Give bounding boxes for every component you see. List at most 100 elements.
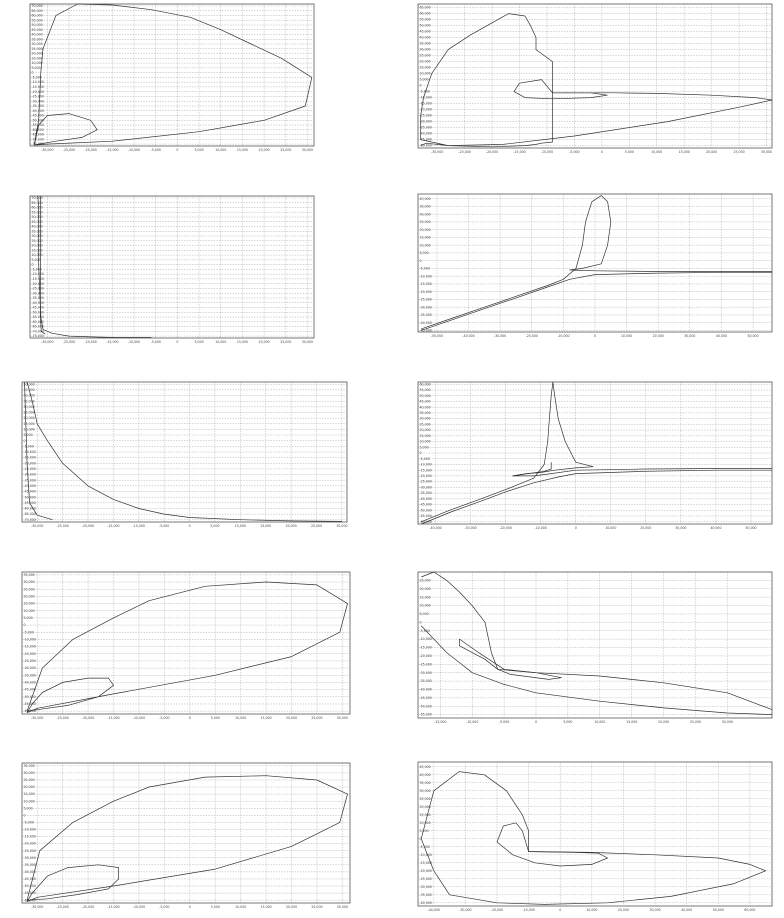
y-tick-label: -20,000 (24, 842, 36, 846)
y-tick-label: 10,000 (32, 61, 43, 65)
y-tick-label: -50,000 (420, 144, 432, 148)
series-line-1 (33, 3, 313, 146)
x-tick-label: -10,000 (133, 524, 145, 528)
x-tick-label: -25,000 (63, 340, 75, 344)
y-tick-label: 0 (24, 813, 26, 817)
x-tick-label: 25,000 (311, 524, 322, 528)
y-tick-label: 45,000 (32, 28, 43, 32)
y-tick-label: 5,000 (24, 433, 33, 437)
series-line-2 (421, 469, 772, 525)
y-tick-label: -5,000 (420, 457, 430, 461)
y-tick-label: -55,000 (420, 514, 432, 518)
x-tick-label: 40,000 (681, 908, 692, 912)
x-tick-label: -10,000 (128, 340, 140, 344)
x-tick-label: -15,000 (107, 905, 119, 909)
y-tick-label: -45,000 (24, 688, 36, 692)
y-tick-label: -40,000 (420, 688, 432, 692)
y-tick-label: 40,000 (420, 36, 431, 40)
x-tick-label: 10,000 (235, 716, 246, 720)
y-tick-label: 20,000 (420, 587, 431, 591)
y-tick-label: -30,000 (24, 666, 36, 670)
y-tick-label: 10,000 (32, 253, 43, 257)
y-tick-label: -40,000 (24, 870, 36, 874)
y-tick-label: -25,000 (32, 95, 44, 99)
x-tick-label: 25,000 (280, 340, 291, 344)
y-tick-label: -45,000 (24, 877, 36, 881)
plot-frame (21, 762, 351, 904)
x-tick-label: 10,000 (586, 908, 597, 912)
x-tick-label: -30,000 (31, 716, 43, 720)
x-tick-label: 15,000 (261, 716, 272, 720)
x-tick-label: -30,000 (494, 334, 506, 338)
y-tick-label: -40,000 (32, 301, 44, 305)
x-tick-label: 5,000 (211, 716, 220, 720)
y-tick-label: -40,000 (420, 901, 432, 905)
y-tick-label: 35,000 (32, 37, 43, 41)
x-tick-label: 10,000 (621, 334, 632, 338)
x-tick-label: 30,000 (649, 908, 660, 912)
plot-frame (29, 3, 315, 147)
y-tick-label: 5,000 (24, 616, 33, 620)
y-tick-label: -10,000 (420, 463, 432, 467)
y-tick-label: -20,000 (420, 654, 432, 658)
y-tick-label: 55,000 (32, 18, 43, 22)
y-tick-label: -20,000 (420, 869, 432, 873)
series-line-2 (421, 271, 772, 331)
x-tick-label: -10,000 (541, 150, 553, 154)
y-tick-label: -45,000 (420, 329, 432, 333)
y-tick-label: 0 (32, 71, 34, 75)
x-tick-label: -25,000 (57, 716, 69, 720)
y-tick-label: 5,000 (32, 258, 41, 262)
y-tick-label: -20,000 (24, 461, 36, 465)
y-tick-label: 25,000 (24, 411, 35, 415)
x-tick-label: 30,000 (722, 720, 733, 724)
y-tick-label: -20,000 (420, 108, 432, 112)
y-tick-label: -10,000 (32, 272, 44, 276)
x-tick-label: -50,000 (431, 334, 443, 338)
y-tick-label: -30,000 (420, 671, 432, 675)
y-tick-label: 15,000 (32, 248, 43, 252)
series-line-1 (421, 571, 773, 710)
y-tick-label: -35,000 (420, 679, 432, 683)
x-tick-label: -10,000 (133, 716, 145, 720)
y-tick-label: -15,000 (420, 861, 432, 865)
x-tick-label: 15,000 (237, 148, 248, 152)
y-tick-label: 30,000 (24, 580, 35, 584)
y-tick-label: 15,000 (24, 602, 35, 606)
y-tick-label: -5,000 (24, 630, 34, 634)
y-tick-label: 25,000 (32, 239, 43, 243)
x-tick-label: -15,000 (513, 150, 525, 154)
y-tick-label: 55,000 (420, 18, 431, 22)
x-tick-label: -20,000 (82, 905, 94, 909)
y-tick-label: 5,000 (420, 612, 429, 616)
y-tick-label: 30,000 (420, 417, 431, 421)
x-tick-label: -25,000 (458, 150, 470, 154)
x-tick-label: 20,000 (640, 526, 651, 530)
y-tick-label: -25,000 (420, 298, 432, 302)
x-tick-label: 40,000 (710, 526, 721, 530)
x-tick-label: 50,000 (745, 526, 756, 530)
y-tick-label: 65,000 (32, 9, 43, 13)
chart-panel-1: -30,000 -25,000 -20,000 -15,000 -10,000 -5,00… (29, 3, 315, 152)
y-tick-label: -50,000 (24, 884, 36, 888)
x-tick-label: -15,000 (107, 716, 119, 720)
x-tick-label: -15,000 (106, 148, 118, 152)
y-tick-label: 40,000 (32, 33, 43, 37)
x-tick-label: 0 (601, 150, 603, 154)
y-tick-label: -35,000 (24, 478, 36, 482)
x-tick-label: 25,000 (733, 150, 744, 154)
y-tick-label: -15,000 (420, 102, 432, 106)
y-tick-label: 20,000 (24, 594, 35, 598)
y-tick-label: -25,000 (32, 287, 44, 291)
x-tick-label: 10,000 (605, 526, 616, 530)
y-tick-label: -40,000 (24, 681, 36, 685)
x-tick-label: -40,000 (462, 334, 474, 338)
y-tick-label: 20,000 (24, 785, 35, 789)
x-tick-label: 30,000 (302, 340, 313, 344)
y-tick-label: -30,000 (32, 291, 44, 295)
chart-panel-3: -30,000 -25,000 -20,000 -15,000 -10,000 -5,00… (29, 195, 315, 344)
y-tick-label: -15,000 (420, 468, 432, 472)
x-tick-label: -10,000 (535, 526, 547, 530)
y-tick-label: 70,000 (32, 4, 43, 8)
series-line-1 (26, 775, 348, 902)
